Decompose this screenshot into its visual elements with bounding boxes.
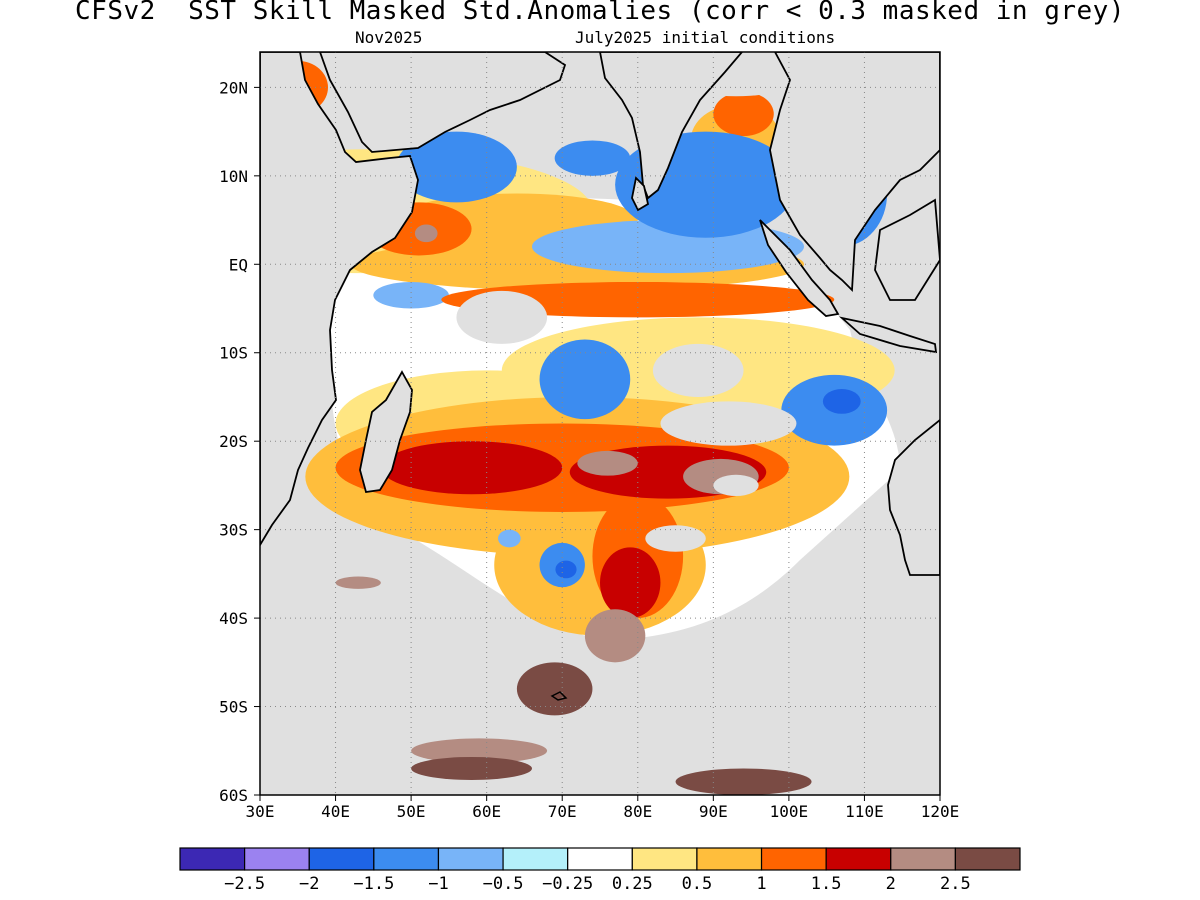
y-tick-label: 10N: [219, 167, 248, 186]
anomaly-contour: [380, 441, 563, 495]
colorbar-label: 0.5: [682, 874, 713, 894]
kerguelen-island: [550, 691, 568, 701]
colorbar-label: −1: [428, 874, 448, 894]
colorbar-swatch: [308, 847, 375, 871]
colorbar-label: 1.5: [811, 874, 842, 894]
colorbar-label: 2: [886, 874, 896, 894]
colorbar-label: −0.5: [483, 874, 524, 894]
anomaly-contour: [335, 576, 381, 589]
x-tick-label: 80E: [623, 802, 652, 821]
x-tick-label: 100E: [770, 802, 809, 821]
colorbar-swatch: [890, 847, 956, 871]
africa-coastline: [260, 52, 419, 547]
x-tick-label: 90E: [699, 802, 728, 821]
anomaly-contour: [498, 529, 521, 548]
y-tick-label: 30S: [219, 521, 248, 540]
colorbar-swatch: [373, 847, 440, 871]
colorbar-swatch: [437, 847, 504, 871]
x-tick-label: 110E: [845, 802, 884, 821]
colorbar-swatch: [760, 847, 827, 871]
y-tick-label: 10S: [219, 344, 248, 363]
anomaly-contour: [554, 140, 631, 176]
colorbar-swatch: [567, 847, 633, 871]
anomaly-contour: [577, 450, 638, 476]
colorbar-label: −2.5: [224, 874, 265, 894]
sumatra-coastline: [759, 219, 840, 317]
anomaly-contour: [713, 91, 774, 137]
colorbar-swatch: [696, 847, 763, 871]
sri-lanka-coastline: [631, 176, 650, 212]
masked-patch: [456, 290, 548, 344]
colorbar-label: 0.25: [612, 874, 653, 894]
x-tick-label: 60E: [472, 802, 501, 821]
y-tick-label: 20N: [219, 78, 248, 97]
anomaly-contour: [822, 389, 861, 414]
australia-coastline: [887, 418, 940, 576]
anomaly-contour: [555, 560, 577, 579]
anomaly-contour: [396, 131, 517, 203]
initial-conditions-label: July2025 initial conditions: [575, 28, 836, 47]
java-coastline: [838, 316, 938, 354]
anomaly-contour: [411, 738, 548, 764]
anomaly-contour: [516, 662, 593, 716]
colorbar-swatch: [825, 847, 892, 871]
colorbar-swatch: [502, 847, 569, 871]
colorbar-swatch: [631, 847, 698, 871]
axis-ticks: 30E 40E 50E 60E 70E 80E 90E 100E 110E 120E 20N 10N E…: [219, 78, 959, 821]
forecast-month-label: Nov2025: [355, 28, 423, 47]
y-tick-label: 40S: [219, 609, 248, 628]
x-tick-label: 40E: [321, 802, 350, 821]
masked-patch: [713, 474, 759, 497]
borneo-coastline: [874, 198, 940, 301]
x-tick-label: 30E: [246, 802, 275, 821]
y-tick-label: 60S: [219, 786, 248, 805]
colorbar-label: 2.5: [940, 874, 971, 894]
figure-title: CFSv2 SST Skill Masked Std.Anomalies (co…: [75, 0, 1125, 26]
southeast-asia-coastline: [769, 52, 940, 293]
masked-patch: [660, 401, 797, 446]
x-tick-label: 50E: [397, 802, 426, 821]
colorbar-swatch: [244, 847, 310, 871]
x-tick-label: 70E: [548, 802, 577, 821]
colorbar-label: 1: [756, 874, 766, 894]
colorbar-label: −2: [299, 874, 319, 894]
colorbar-swatch: [954, 847, 1021, 871]
madagascar-coastline: [359, 370, 413, 494]
india-coastline: [599, 52, 744, 200]
colorbar-label: −0.25: [542, 874, 593, 894]
anomaly-contour: [600, 547, 661, 619]
anomaly-contour: [539, 339, 631, 420]
colorbar-label: −1.5: [353, 874, 394, 894]
masked-patch: [652, 343, 744, 397]
anomaly-contour: [414, 224, 438, 243]
arabia-coastline: [319, 52, 567, 153]
colorbar-swatch: [179, 847, 246, 871]
land-and-coastlines: [260, 52, 940, 701]
anomaly-contour: [373, 281, 449, 309]
lat-lon-grid: [260, 52, 940, 795]
anomaly-contour: [584, 609, 646, 663]
y-tick-label: EQ: [229, 255, 248, 274]
y-tick-label: 50S: [219, 698, 248, 717]
anomaly-contour: [675, 768, 812, 795]
x-tick-label: 120E: [921, 802, 960, 821]
masked-patch: [645, 525, 706, 552]
colorbar: −2.5 −2 −1.5 −1 −0.5 −0.25 0.25 0.5 1 1.5 2 2.5: [179, 847, 1021, 894]
y-tick-label: 20S: [219, 432, 248, 451]
anomaly-contour: [411, 756, 532, 780]
map-frame: [259, 51, 941, 796]
